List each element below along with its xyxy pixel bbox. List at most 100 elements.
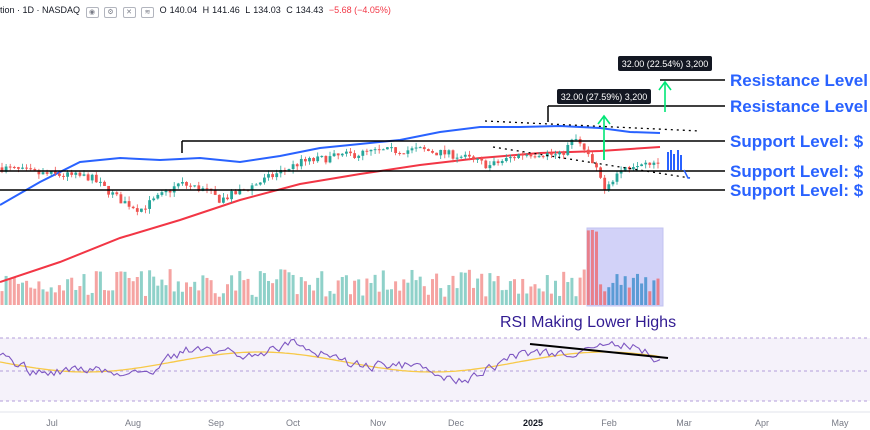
- volume-bar: [156, 285, 160, 305]
- volume-bar: [431, 279, 434, 305]
- candle-body: [144, 208, 147, 210]
- candle-body: [521, 154, 525, 156]
- volume-bar: [369, 282, 373, 305]
- volume-bar: [193, 281, 197, 305]
- volume-bar: [566, 282, 570, 305]
- volume-bar: [152, 276, 156, 305]
- volume-bar: [131, 281, 135, 305]
- candle-body: [619, 170, 623, 174]
- high-label: H: [202, 5, 210, 15]
- candle-body: [160, 192, 164, 195]
- rsi-note-label: RSI Making Lower Highs: [500, 314, 676, 331]
- volume-bar: [25, 280, 29, 305]
- candle-body: [21, 167, 24, 169]
- eye-icon[interactable]: ◉: [85, 7, 99, 18]
- volume-bar: [631, 277, 635, 305]
- candle-body: [78, 172, 82, 176]
- candle-body: [238, 189, 242, 195]
- candle-body: [636, 166, 639, 168]
- candle-body: [275, 173, 279, 178]
- candle-body: [488, 165, 492, 169]
- volume-bar: [492, 281, 496, 305]
- volume-bar: [529, 286, 533, 305]
- volume-bar: [41, 289, 45, 305]
- volume-bar: [595, 231, 598, 305]
- change-value: −5.68 (−4.05%): [328, 5, 391, 15]
- volume-bar: [381, 270, 385, 305]
- candle-body: [353, 153, 356, 158]
- rsi-band: [0, 338, 870, 401]
- more-icon[interactable]: ≋: [141, 7, 155, 18]
- candle-body: [615, 173, 619, 182]
- volume-bar: [541, 291, 545, 305]
- candle-body: [496, 161, 500, 164]
- volume-bar: [390, 289, 393, 305]
- volume-bar: [320, 271, 324, 305]
- candle-body: [287, 169, 291, 171]
- low-value: 134.03: [253, 5, 281, 15]
- volume-bar: [513, 279, 516, 305]
- volume-bar: [291, 274, 295, 305]
- remove-icon[interactable]: ✕: [122, 7, 136, 18]
- candle-body: [517, 154, 520, 159]
- volume-bar: [33, 288, 37, 305]
- candle-body: [74, 172, 78, 175]
- candle-body: [316, 156, 320, 162]
- volume-bar: [139, 271, 143, 305]
- candle-body: [644, 162, 648, 165]
- candle-body: [472, 156, 475, 159]
- volume-bar: [385, 289, 389, 305]
- gear-icon[interactable]: ⚙: [104, 7, 118, 18]
- candle-body: [390, 147, 393, 149]
- candle-body: [308, 157, 311, 162]
- candle-body: [398, 153, 402, 155]
- candle-body: [554, 154, 557, 156]
- volume-bar: [623, 276, 627, 305]
- candle-body: [427, 149, 430, 151]
- volume-bar: [29, 287, 33, 305]
- candle-body: [443, 149, 447, 155]
- volume-bar: [554, 280, 557, 305]
- rsi-signal-line: [0, 351, 661, 373]
- candle-body: [70, 172, 74, 175]
- candle-body: [299, 158, 303, 167]
- candle-body: [263, 177, 266, 183]
- candle-body: [119, 194, 123, 204]
- measure-label-1-bg: [557, 89, 651, 104]
- volume-bar: [353, 280, 357, 305]
- candle-body: [12, 166, 16, 168]
- volume-bar: [508, 281, 512, 305]
- candle-body: [156, 194, 160, 199]
- candle-body: [226, 197, 229, 200]
- volume-bar: [463, 272, 467, 305]
- volume-bar: [221, 293, 225, 305]
- candle-body: [148, 200, 151, 209]
- volume-bar: [455, 288, 459, 305]
- volume-bar: [299, 277, 303, 305]
- rsi-trendline: [529, 343, 669, 359]
- volume-bar: [361, 295, 365, 305]
- volume-bar: [66, 279, 70, 305]
- candle-body: [53, 171, 57, 174]
- volume-bar: [242, 280, 246, 305]
- candle-body: [127, 201, 131, 207]
- close-label: C: [286, 5, 293, 15]
- volume-bar: [189, 286, 193, 305]
- candle-body: [377, 149, 381, 151]
- volume-bar: [308, 284, 311, 305]
- volume-bar: [414, 280, 418, 305]
- volume-bar: [275, 279, 279, 305]
- volume-bar: [271, 283, 275, 305]
- rsi-line: [0, 338, 661, 385]
- candle-body: [254, 184, 258, 186]
- high-value: 141.46: [212, 5, 240, 15]
- candle-body: [582, 143, 586, 150]
- candle-body: [103, 181, 106, 186]
- candle-body: [94, 174, 98, 183]
- volume-bar: [135, 277, 139, 305]
- volume-bar: [185, 282, 188, 305]
- volume-bar: [197, 290, 201, 305]
- volume-bar: [422, 286, 426, 305]
- volume-bar: [484, 296, 488, 305]
